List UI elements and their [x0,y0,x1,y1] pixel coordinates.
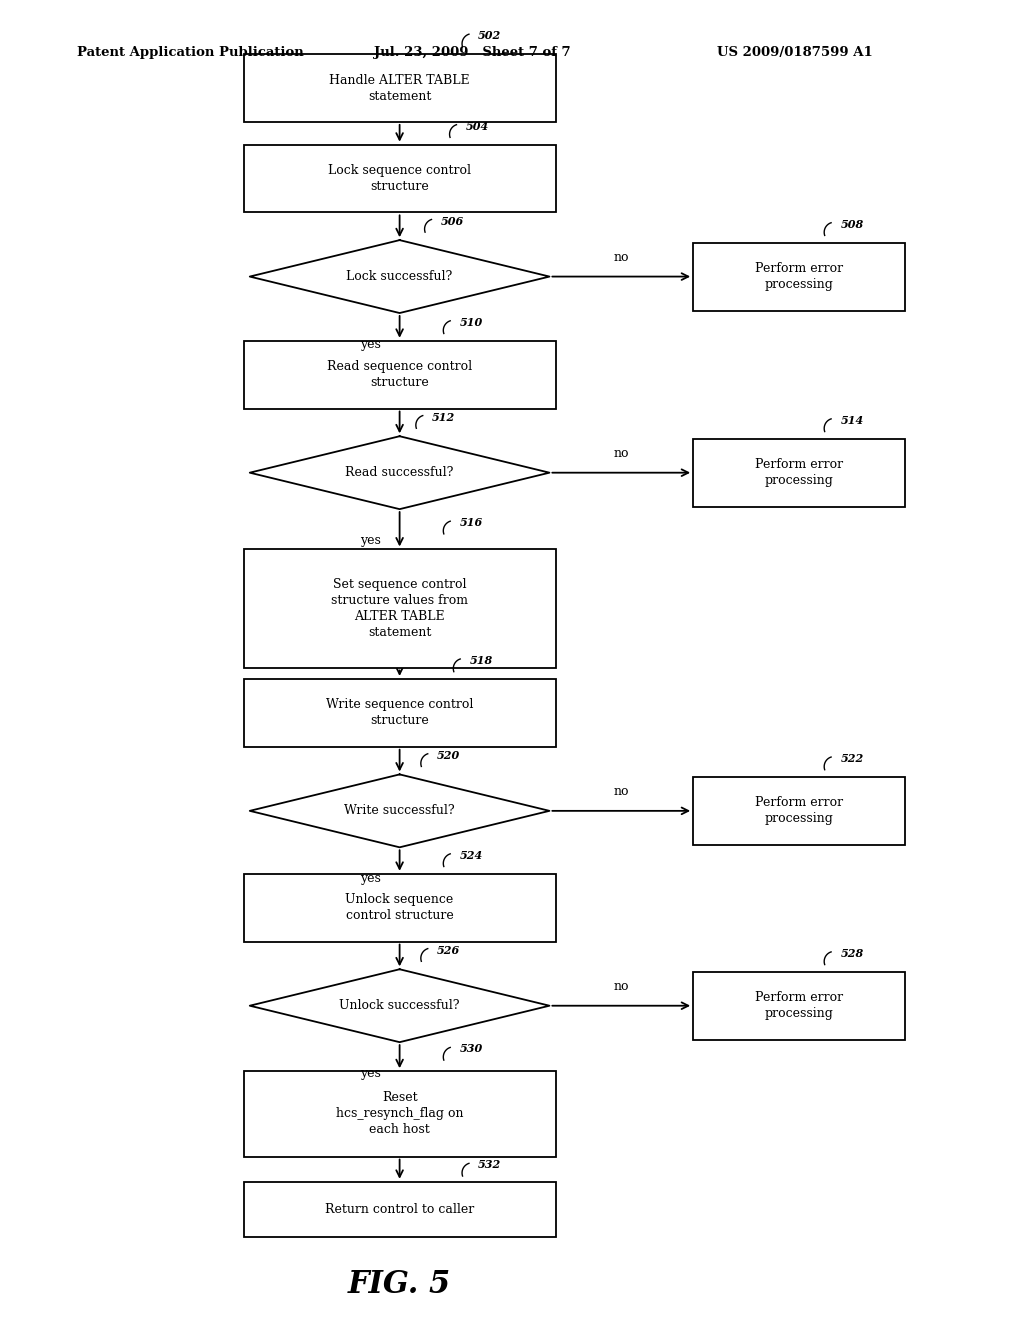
Text: yes: yes [360,338,381,351]
Text: Read sequence control
structure: Read sequence control structure [327,360,472,389]
Text: yes: yes [360,535,381,548]
Text: 504: 504 [466,120,489,132]
Text: no: no [613,447,629,461]
Text: 526: 526 [437,945,461,956]
Text: FIG. 5: FIG. 5 [348,1270,452,1300]
Text: Unlock sequence
control structure: Unlock sequence control structure [345,894,454,923]
Text: 510: 510 [460,317,482,327]
FancyBboxPatch shape [244,54,556,121]
Text: Read successful?: Read successful? [345,466,454,479]
Text: 528: 528 [841,948,863,958]
Text: Perform error
processing: Perform error processing [755,458,844,487]
Text: 516: 516 [460,517,482,528]
Text: Handle ALTER TABLE
statement: Handle ALTER TABLE statement [330,74,470,103]
Text: no: no [613,785,629,799]
Text: yes: yes [360,873,381,886]
Text: Lock successful?: Lock successful? [346,271,453,282]
FancyBboxPatch shape [244,341,556,409]
Text: Set sequence control
structure values from
ALTER TABLE
statement: Set sequence control structure values fr… [331,578,468,639]
Text: 502: 502 [478,30,502,41]
Text: 514: 514 [841,414,863,426]
Text: 520: 520 [437,750,461,760]
Text: yes: yes [360,1068,381,1080]
Text: 512: 512 [432,412,456,422]
Text: Patent Application Publication: Patent Application Publication [77,46,303,59]
Text: US 2009/0187599 A1: US 2009/0187599 A1 [717,46,872,59]
Text: 508: 508 [841,219,863,230]
Text: 530: 530 [460,1044,482,1055]
Text: no: no [613,251,629,264]
Polygon shape [250,240,550,313]
FancyBboxPatch shape [244,1071,556,1156]
Text: 522: 522 [841,754,863,764]
Polygon shape [250,436,550,510]
FancyBboxPatch shape [244,145,556,213]
FancyBboxPatch shape [693,777,905,845]
Polygon shape [250,969,550,1043]
Text: Perform error
processing: Perform error processing [755,796,844,825]
FancyBboxPatch shape [693,438,905,507]
Text: 518: 518 [470,655,493,667]
Text: Lock sequence control
structure: Lock sequence control structure [328,164,471,193]
FancyBboxPatch shape [244,874,556,941]
FancyBboxPatch shape [693,243,905,310]
Text: Reset
hcs_resynch_flag on
each host: Reset hcs_resynch_flag on each host [336,1092,463,1137]
Text: Unlock successful?: Unlock successful? [339,999,460,1012]
FancyBboxPatch shape [693,972,905,1040]
Text: Write successful?: Write successful? [344,804,455,817]
FancyBboxPatch shape [244,1181,556,1237]
FancyBboxPatch shape [244,549,556,668]
Text: Perform error
processing: Perform error processing [755,263,844,292]
Text: 524: 524 [460,850,482,861]
Text: 506: 506 [440,215,464,227]
Text: Jul. 23, 2009   Sheet 7 of 7: Jul. 23, 2009 Sheet 7 of 7 [374,46,570,59]
Text: Write sequence control
structure: Write sequence control structure [326,698,473,727]
FancyBboxPatch shape [244,678,556,747]
Text: Perform error
processing: Perform error processing [755,991,844,1020]
Text: 532: 532 [478,1159,502,1171]
Text: no: no [613,981,629,993]
Polygon shape [250,775,550,847]
Text: Return control to caller: Return control to caller [325,1203,474,1216]
